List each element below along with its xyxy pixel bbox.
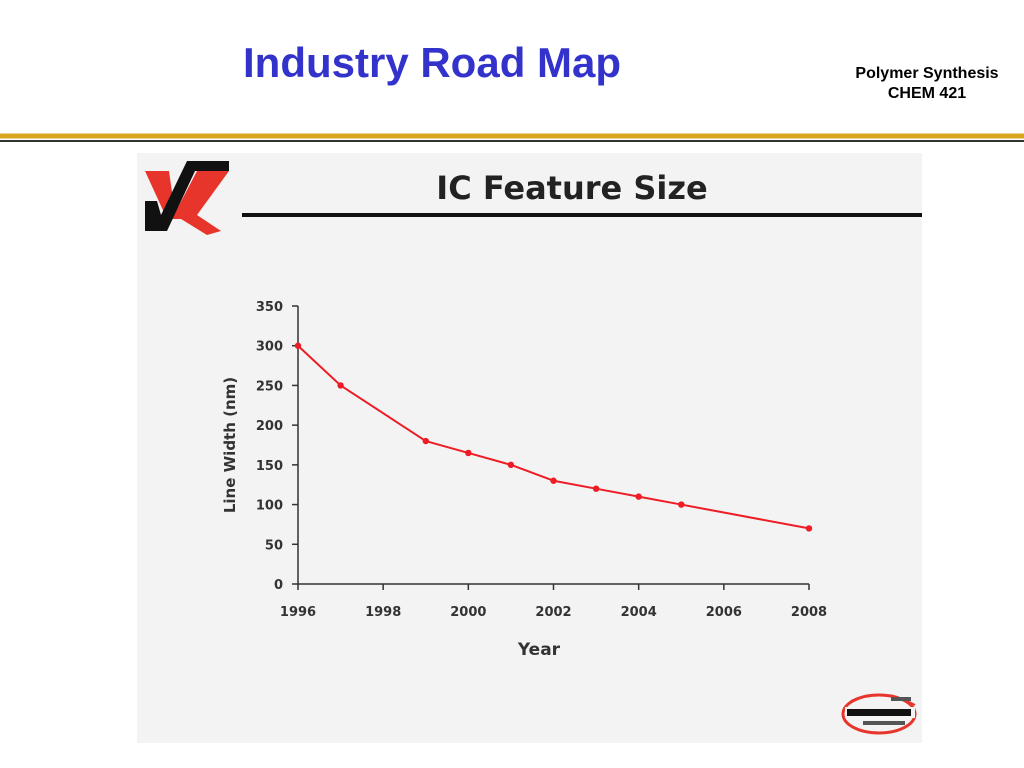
y-axis-label: Line Width (nm) bbox=[221, 377, 239, 513]
chart-panel: IC Feature Size 0 50 100 150 200 250 300 350 19… bbox=[137, 153, 922, 743]
course-name: Polymer Synthesis bbox=[855, 65, 999, 82]
x-tick-label: 1996 bbox=[280, 605, 316, 620]
y-tick-label: 250 bbox=[256, 379, 283, 394]
title-divider bbox=[0, 133, 1024, 142]
data-point bbox=[337, 382, 344, 389]
data-point bbox=[635, 493, 642, 500]
data-point bbox=[550, 477, 557, 484]
slide-title: Industry Road Map bbox=[243, 39, 622, 86]
y-tick-label: 0 bbox=[274, 578, 283, 593]
y-tick-label: 50 bbox=[265, 538, 283, 553]
course-code: CHEM 421 bbox=[887, 85, 967, 102]
x-tick-label: 2004 bbox=[621, 605, 657, 620]
chart-title: IC Feature Size bbox=[436, 169, 707, 207]
vk-logo-icon bbox=[145, 161, 229, 235]
data-point bbox=[507, 461, 515, 469]
series-line bbox=[297, 344, 810, 530]
course-label: Polymer Synthesis CHEM 421 bbox=[832, 64, 1022, 104]
x-tick-label: 2008 bbox=[791, 605, 827, 620]
data-point bbox=[592, 485, 600, 492]
y-tick-label: 350 bbox=[256, 300, 283, 315]
y-ticks: 0 50 100 150 200 250 300 350 bbox=[256, 300, 298, 593]
y-tick-label: 300 bbox=[256, 340, 283, 355]
data-point bbox=[465, 449, 472, 457]
x-tick-label: 2002 bbox=[535, 605, 571, 620]
y-tick-label: 150 bbox=[256, 459, 283, 474]
y-tick-label: 200 bbox=[256, 419, 283, 434]
series-line-width bbox=[294, 342, 813, 532]
data-point bbox=[678, 501, 685, 508]
x-tick-label: 2006 bbox=[706, 605, 742, 620]
x-tick-label: 2000 bbox=[450, 605, 486, 620]
y-tick-label: 100 bbox=[256, 499, 283, 514]
x-ticks: 1996 1998 2000 2002 2004 2006 2008 bbox=[280, 584, 827, 620]
ic-feature-size-chart: IC Feature Size 0 50 100 150 200 250 300 350 19… bbox=[145, 161, 922, 735]
data-point bbox=[294, 342, 302, 349]
data-point bbox=[422, 437, 429, 445]
x-axis-label: Year bbox=[517, 640, 561, 660]
your-complete-connection-logo-icon bbox=[841, 693, 917, 735]
data-point bbox=[805, 525, 813, 532]
x-tick-label: 1998 bbox=[365, 605, 401, 620]
